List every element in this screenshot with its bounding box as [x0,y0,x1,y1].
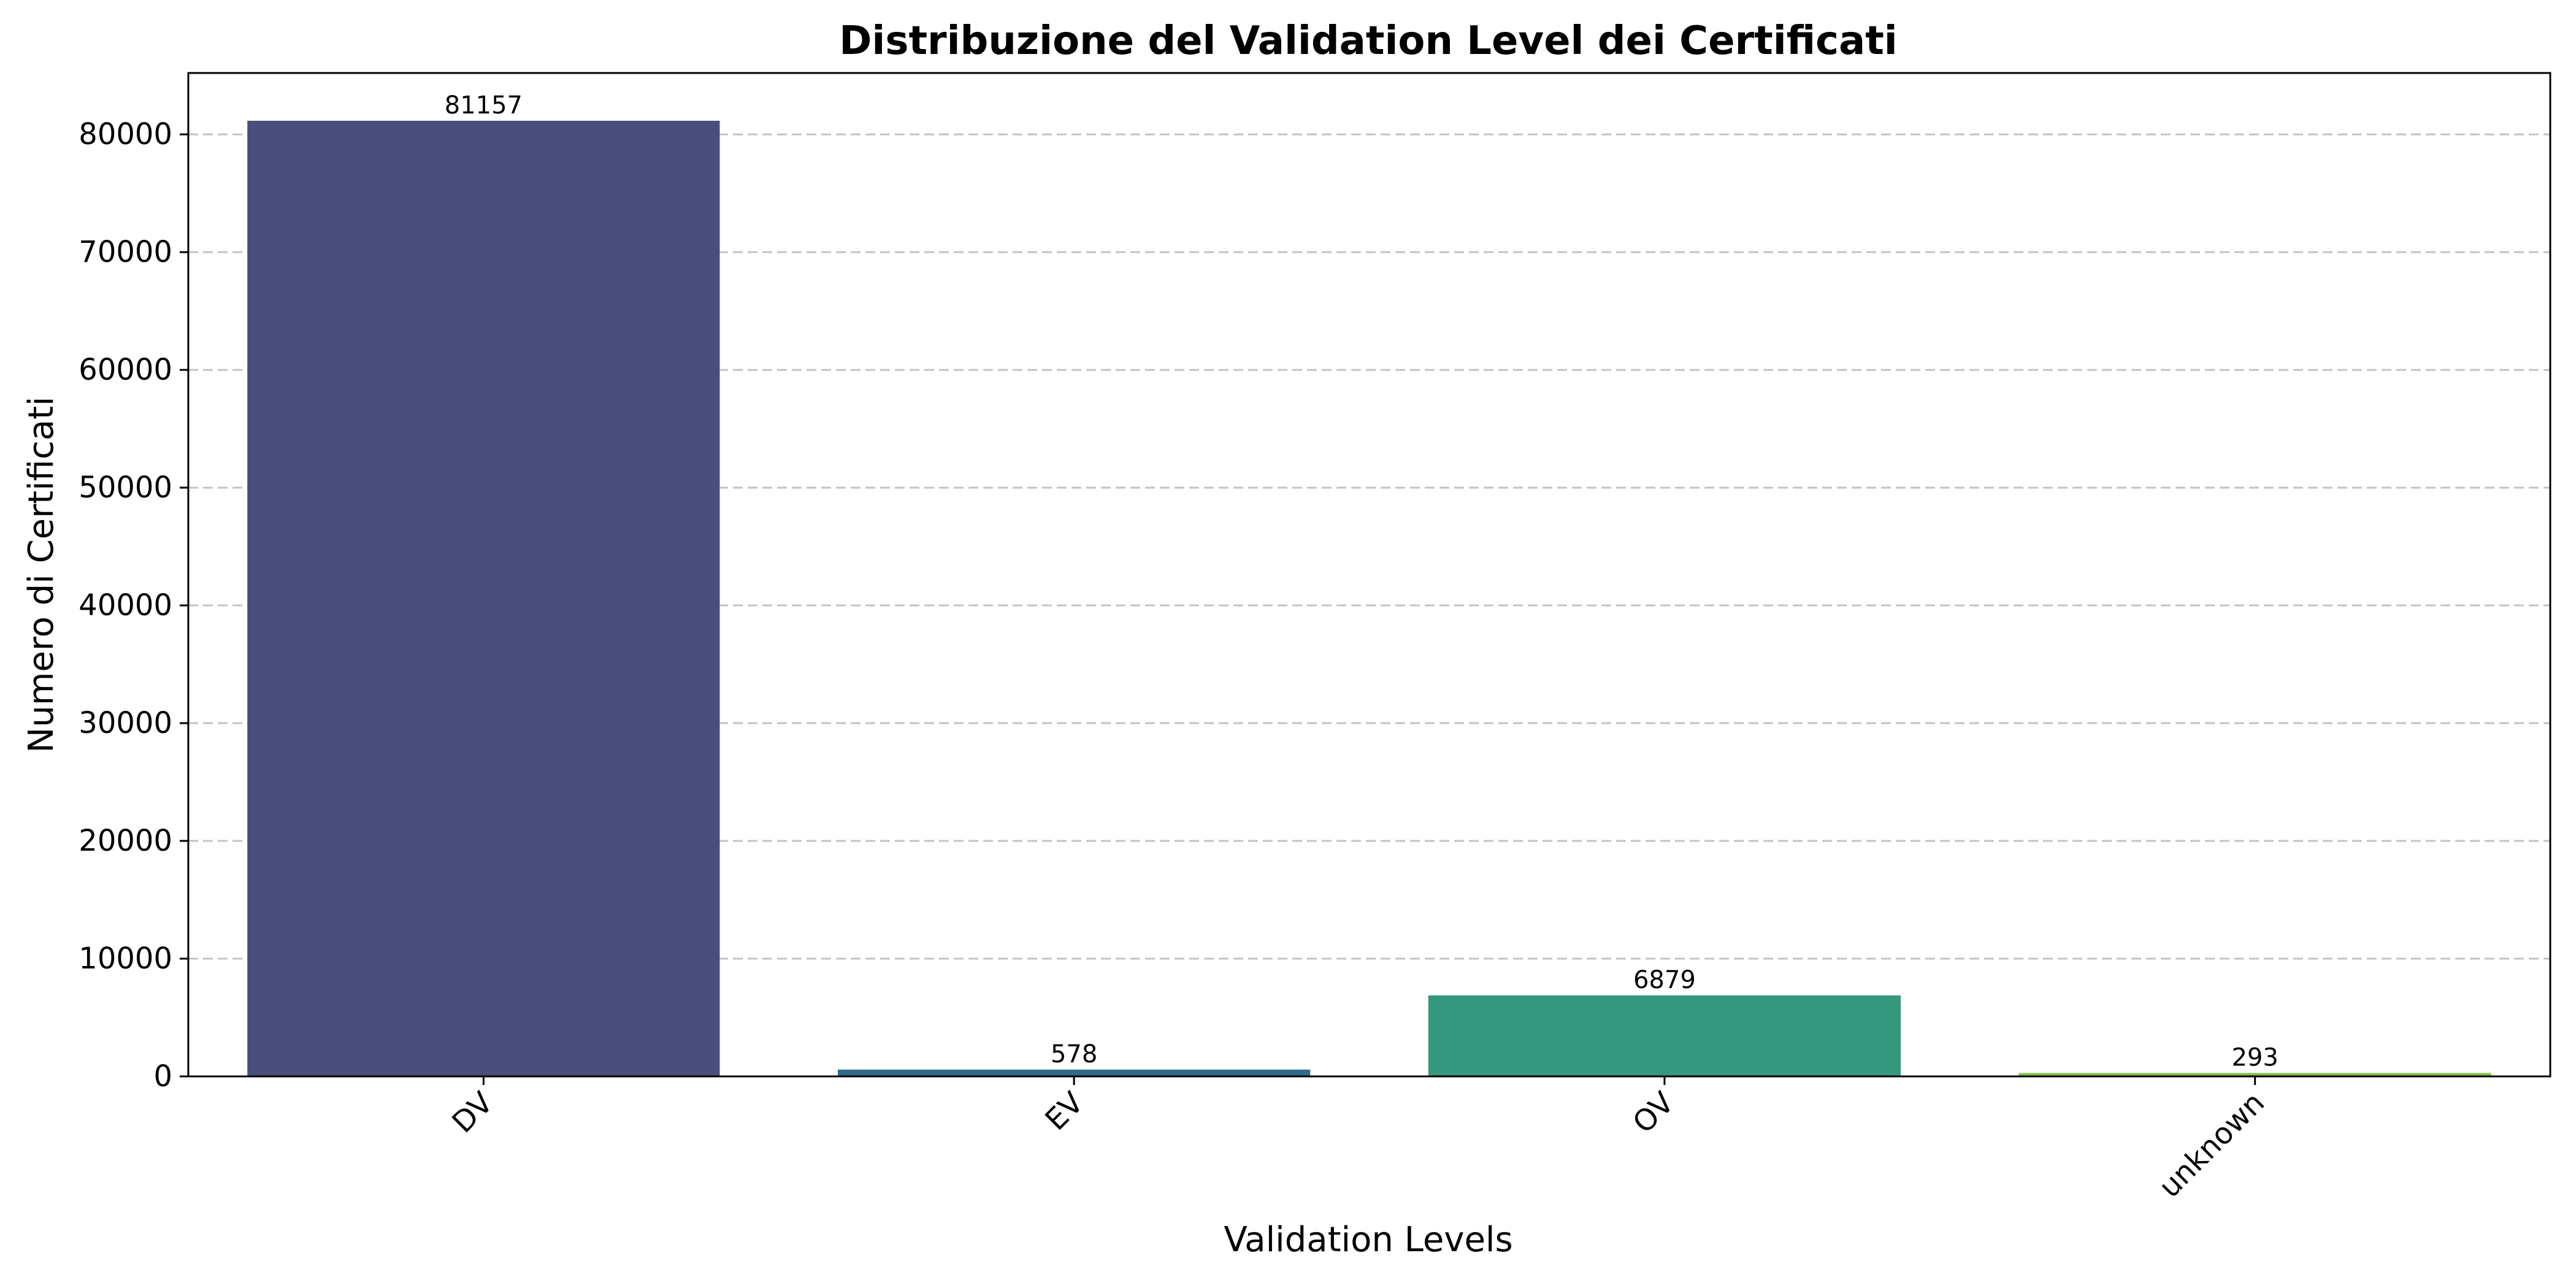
y-tick-label: 0 [153,1059,172,1094]
data-label: 293 [2231,1043,2278,1071]
y-tick-label: 40000 [79,588,172,623]
y-tick-label: 30000 [79,706,172,740]
data-label: 81157 [445,91,523,120]
x-axis-label: Validation Levels [1224,1220,1512,1260]
data-label: 6879 [1633,966,1696,994]
x-tick-label: EV [1038,1086,1090,1137]
y-tick-label: 60000 [79,353,172,387]
x-tick-label: unknown [2152,1086,2271,1205]
bar-DV [247,120,720,1077]
x-tick-label: OV [1626,1086,1681,1140]
bar-OV [1428,995,1901,1076]
y-axis-label: Numero di Certificati [21,396,61,753]
bars [247,120,2491,1077]
x-tick-label: DV [446,1086,500,1140]
bar-EV [838,1069,1311,1076]
grid-lines [188,133,2550,960]
y-tick-label: 50000 [79,470,172,505]
y-axis-ticks: 0 10000 20000 30000 40000 50000 60000 70000 8000… [79,117,188,1094]
y-tick-label: 70000 [79,235,172,269]
plot-frame [187,72,2551,1078]
bar-unknown [2018,1073,2491,1076]
y-tick-label: 10000 [79,941,172,976]
data-label: 578 [1051,1040,1097,1068]
x-axis-ticks: DV EV OV unknown [446,1076,2271,1205]
chart-title: Distribuzione del Validation Level dei C… [839,18,1897,64]
y-tick-label: 20000 [79,824,172,858]
data-labels: 81157 578 6879 293 [445,91,2279,1071]
y-tick-label: 80000 [79,117,172,151]
